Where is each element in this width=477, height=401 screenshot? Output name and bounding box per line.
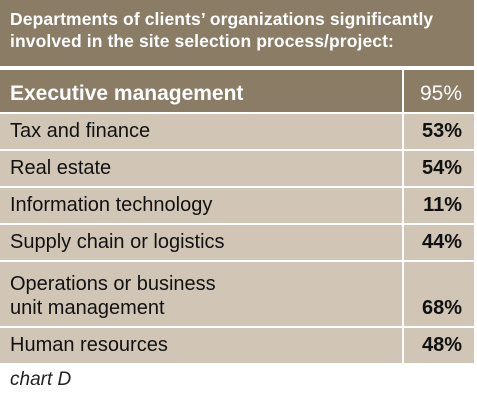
row-value: 53% — [421, 120, 462, 142]
row-value: 68% — [421, 297, 462, 319]
row-value-cell: 95% — [404, 70, 474, 112]
row-value: 44% — [421, 231, 462, 253]
row-label: Executive management — [10, 82, 244, 105]
table-title: Departments of clients’ organizations si… — [0, 0, 474, 66]
row-value: 54% — [421, 157, 462, 179]
row-label-cell: Operations or business unit management — [0, 262, 402, 326]
row-value: 11% — [423, 194, 462, 216]
table-row-operations: Operations or business unit management 6… — [0, 262, 474, 326]
row-value-cell: 11% — [404, 188, 474, 223]
table-row-executive-management: Executive management 95% — [0, 70, 474, 112]
table-title-line-1: Departments of clients’ organizations si… — [10, 9, 434, 29]
row-label-cell: Information technology — [0, 188, 402, 223]
row-label-cell: Real estate — [0, 151, 402, 186]
table-row-human-resources: Human resources 48% — [0, 328, 474, 363]
row-value-cell: 48% — [404, 328, 474, 363]
row-value-cell: 44% — [404, 225, 474, 260]
table-title-line-2: involved in the site selection process/p… — [10, 31, 394, 51]
row-label: Information technology — [10, 194, 213, 216]
row-label-cell: Tax and finance — [0, 114, 402, 149]
row-value-cell: 54% — [404, 151, 474, 186]
table-row-supply-chain: Supply chain or logistics 44% — [0, 225, 474, 260]
row-label-line-2: unit management — [10, 297, 165, 319]
row-label-cell: Supply chain or logistics — [0, 225, 402, 260]
row-value-cell: 68% — [404, 262, 474, 326]
table-row-tax-and-finance: Tax and finance 53% — [0, 114, 474, 149]
table-row-information-technology: Information technology 11% — [0, 188, 474, 223]
row-label-cell: Human resources — [0, 328, 402, 363]
row-label: Real estate — [10, 157, 112, 179]
row-label: Human resources — [10, 334, 168, 356]
row-label: Operations or business unit management — [10, 272, 390, 320]
table-row-real-estate: Real estate 54% — [0, 151, 474, 186]
row-label-line-1: Operations or business — [10, 273, 216, 295]
row-label: Supply chain or logistics — [10, 231, 225, 253]
row-label-cell: Executive management — [0, 70, 402, 112]
row-value: 95% — [419, 82, 462, 105]
chart-caption: chart D — [10, 369, 72, 390]
row-label: Tax and finance — [10, 120, 151, 142]
row-value: 48% — [421, 334, 462, 356]
row-value-cell: 53% — [404, 114, 474, 149]
